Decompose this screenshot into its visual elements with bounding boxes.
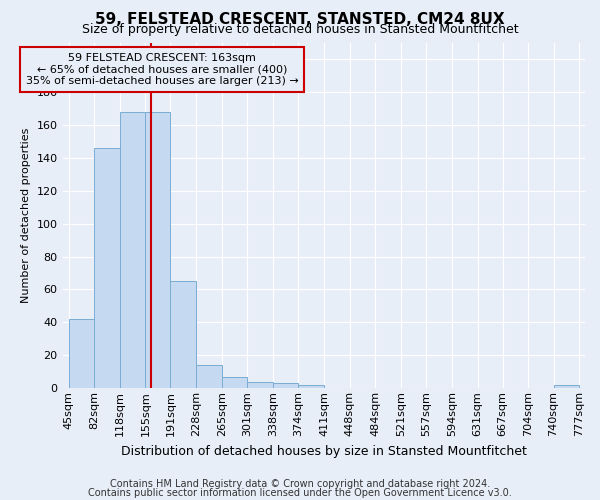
Y-axis label: Number of detached properties: Number of detached properties [21,128,31,303]
Bar [298,385,324,388]
X-axis label: Distribution of detached houses by size in Stansted Mountfitchet: Distribution of detached houses by size … [121,444,527,458]
Bar [273,384,298,388]
Text: Contains public sector information licensed under the Open Government Licence v3: Contains public sector information licen… [88,488,512,498]
Text: 59 FELSTEAD CRESCENT: 163sqm
← 65% of detached houses are smaller (400)
35% of s: 59 FELSTEAD CRESCENT: 163sqm ← 65% of de… [26,53,299,86]
Bar [247,382,273,388]
Text: 59, FELSTEAD CRESCENT, STANSTED, CM24 8UX: 59, FELSTEAD CRESCENT, STANSTED, CM24 8U… [95,12,505,28]
Text: Size of property relative to detached houses in Stansted Mountfitchet: Size of property relative to detached ho… [82,22,518,36]
Bar [196,365,222,388]
Bar [222,376,247,388]
Bar [554,385,580,388]
Bar [145,112,170,388]
Bar [94,148,119,388]
Bar [68,319,94,388]
Bar [119,112,145,388]
Text: Contains HM Land Registry data © Crown copyright and database right 2024.: Contains HM Land Registry data © Crown c… [110,479,490,489]
Bar [170,281,196,388]
